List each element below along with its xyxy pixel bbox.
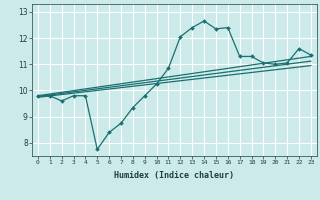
X-axis label: Humidex (Indice chaleur): Humidex (Indice chaleur) [115, 171, 234, 180]
